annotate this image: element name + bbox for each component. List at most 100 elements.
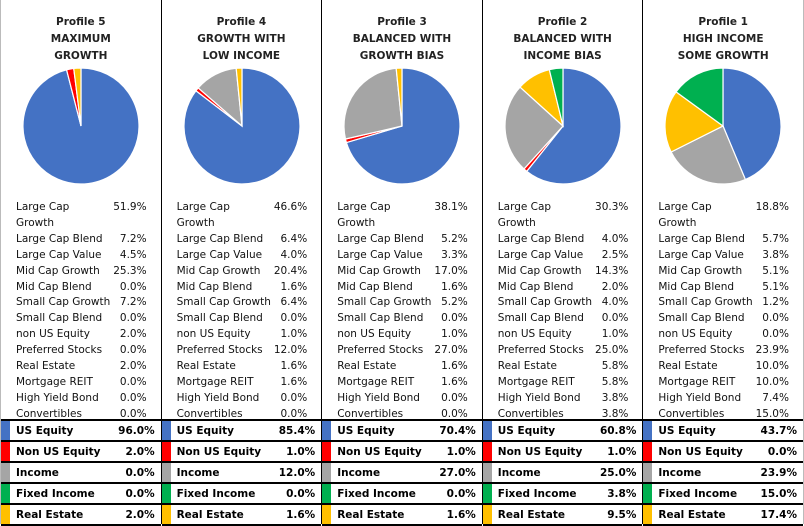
pie-slice-us-equity: [525, 67, 622, 185]
legend-swatch: [482, 421, 492, 440]
title-line: Profile 1: [698, 16, 748, 28]
summary-label: Real Estate: [176, 508, 244, 521]
summary-label: Real Estate: [337, 508, 405, 521]
detail-row: High Yield Bond 0.0%: [16, 391, 155, 407]
legend-swatch: [161, 484, 171, 503]
legend-swatch: [643, 463, 653, 482]
category-value: 1.0%: [601, 328, 629, 341]
pie-slice-us-equity: [345, 67, 461, 185]
summary-value: 1.0%: [286, 445, 316, 458]
category-label: Large Cap Value: [337, 248, 423, 261]
detail-row: Large Cap Value 3.8%: [658, 248, 797, 264]
pie-chart: [22, 67, 140, 185]
summary-label: US Equity: [337, 424, 395, 437]
detail-row: Small Cap Blend 0.0%: [498, 311, 637, 327]
category-value: 3.8%: [762, 248, 789, 261]
detail-row: non US Equity 2.0%: [16, 327, 155, 343]
category-value: 0.0%: [119, 280, 147, 293]
title-line: GROWTH: [54, 50, 108, 62]
category-value: 3.8%: [601, 407, 629, 420]
title-line: INCOME BIAS: [523, 50, 602, 62]
category-value: 0.0%: [280, 407, 308, 420]
summary-row: US Equity 43.7%: [643, 421, 803, 442]
summary-row: Real Estate 1.6%: [161, 505, 322, 526]
category-value: 6.4%: [280, 232, 308, 245]
category-value: 4.5%: [119, 248, 147, 261]
legend-swatch: [643, 442, 653, 461]
pie-slice-real-estate: [73, 67, 82, 127]
summary-value: 17.4%: [760, 508, 797, 521]
summary-label: Real Estate: [497, 508, 565, 521]
category-value: 5.2%: [441, 232, 468, 245]
summary-row: Non US Equity 2.0%: [1, 442, 161, 463]
legend-swatch: [1, 484, 10, 503]
legend-swatch: [322, 442, 332, 461]
category-label: Large Cap Growth: [176, 201, 230, 229]
detail-row: Convertibles 3.8%: [498, 407, 637, 423]
category-label: Small Cap Blend: [497, 312, 584, 325]
detail-row: Large Cap Value 2.5%: [498, 248, 637, 264]
category-value: 23.9%: [755, 344, 789, 357]
detail-row: Preferred Stocks 25.0%: [498, 343, 637, 359]
category-value: 51.9%: [113, 201, 147, 213]
detail-row: Convertibles 0.0%: [177, 407, 316, 423]
summary-value: 3.8%: [607, 487, 637, 500]
legend-swatch: [161, 442, 171, 461]
category-label: Large Cap Growth: [16, 201, 70, 229]
category-label: Small Cap Blend: [16, 312, 103, 325]
summary-row: Real Estate 9.5%: [482, 505, 643, 526]
summary-row: Non US Equity 1.0%: [161, 442, 322, 463]
summary-value: 0.0%: [286, 487, 316, 500]
category-value: 6.4%: [280, 296, 308, 309]
detail-row: Small Cap Growth 5.2%: [337, 295, 476, 311]
category-value: 0.0%: [119, 375, 147, 388]
legend-swatch: [1, 463, 10, 482]
detail-row: Real Estate 2.0%: [16, 359, 155, 375]
summary-row: Real Estate 1.6%: [322, 505, 482, 526]
summary-row: Income 12.0%: [161, 463, 322, 484]
category-value: 1.0%: [280, 328, 308, 341]
detail-row: Large Cap Growth 38.1%: [337, 200, 476, 232]
legend-swatch: [482, 505, 492, 524]
summary-value: 96.0%: [118, 424, 155, 437]
summary-value: 1.0%: [607, 445, 637, 458]
category-label: Mid Cap Blend: [176, 280, 253, 293]
category-value: 0.0%: [762, 312, 789, 325]
detail-row: Mortgage REIT 10.0%: [658, 375, 797, 391]
detail-row: Large Cap Value 4.5%: [16, 248, 155, 264]
category-value: 1.2%: [762, 296, 789, 309]
category-label: Large Cap Blend: [337, 232, 424, 245]
category-label: High Yield Bond: [658, 391, 742, 404]
detail-row: High Yield Bond 3.8%: [498, 391, 637, 407]
legend-swatch: [322, 505, 332, 524]
profile-column: Profile 2 BALANCED WITH INCOME BIAS Large C…: [482, 0, 644, 526]
detail-row: Preferred Stocks 0.0%: [16, 343, 155, 359]
legend-swatch: [482, 442, 492, 461]
profile-column: Profile 5 MAXIMUM GROWTH Large Cap Growth 51…: [1, 0, 162, 526]
profile-title: Profile 2 BALANCED WITH INCOME BIAS: [483, 14, 643, 65]
profile-title: Profile 5 MAXIMUM GROWTH: [1, 14, 161, 65]
summary-label: Income: [16, 466, 59, 479]
detail-row: Mid Cap Blend 5.1%: [658, 280, 797, 296]
title-line: GROWTH BIAS: [359, 50, 445, 62]
detail-row: Large Cap Growth 30.3%: [498, 200, 637, 232]
summary-value: 1.6%: [446, 508, 476, 521]
summary-row: Non US Equity 0.0%: [643, 442, 803, 463]
legend-swatch: [643, 505, 653, 524]
category-label: Mortgage REIT: [658, 375, 736, 388]
detail-row: Mid Cap Blend 2.0%: [498, 280, 637, 296]
detail-row: Mid Cap Blend 1.6%: [337, 280, 476, 296]
summary-value: 0.0%: [125, 487, 155, 500]
category-value: 0.0%: [119, 391, 147, 404]
category-label: Mortgage REIT: [497, 375, 575, 388]
category-label: Small Cap Blend: [337, 312, 424, 325]
category-label: Real Estate: [16, 360, 76, 373]
category-value: 2.0%: [119, 360, 147, 373]
summary-label: Fixed Income: [497, 487, 577, 500]
detail-row: Mid Cap Growth 17.0%: [337, 264, 476, 280]
summary-row: US Equity 60.8%: [482, 421, 643, 442]
category-label: Small Cap Blend: [176, 312, 263, 325]
detail-row: Real Estate 1.6%: [337, 359, 476, 375]
category-label: Preferred Stocks: [658, 344, 745, 357]
legend-swatch: [482, 484, 492, 503]
